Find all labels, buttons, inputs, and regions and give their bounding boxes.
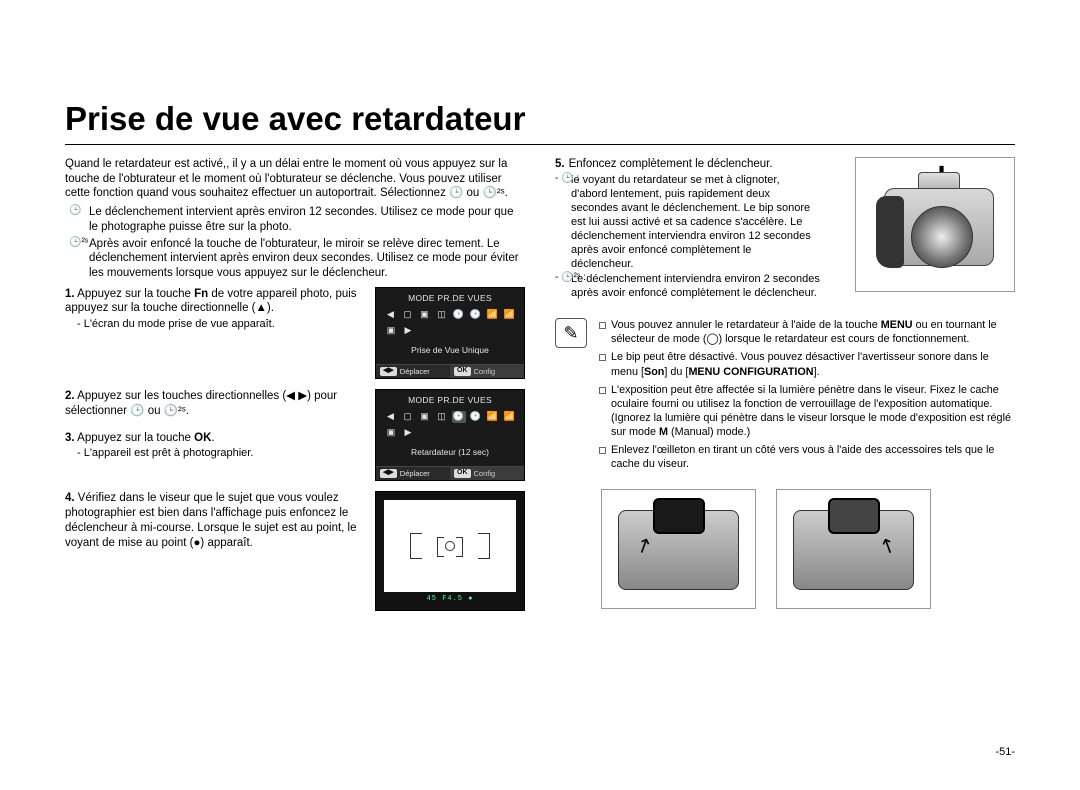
note-2-b1: Son — [644, 366, 664, 378]
timer-12s-sym: - 🕒 : — [555, 173, 579, 186]
af-right-bracket — [478, 533, 490, 559]
lcd2-mode: Retardateur (12 sec) — [376, 441, 524, 466]
note-2-c: ] du [ — [664, 366, 688, 378]
bottom-figures: ↗ ↖ — [555, 489, 1015, 609]
note-4: Enlevez l'œilleton en tirant un côté ver… — [597, 443, 1015, 471]
arrow-lr-icon: ◀▶ — [380, 367, 397, 376]
step-3-num: 3. — [65, 432, 75, 444]
lcd2-title: MODE PR.DE VUES — [376, 390, 524, 409]
lcd1-config: Config — [474, 367, 496, 377]
step-1-sub: - L'écran du mode prise de vue apparaît. — [65, 317, 365, 331]
step-5-text: Enfoncez complètement le déclencheur. — [569, 157, 773, 172]
step-2: 2. Appuyez sur les touches directionnell… — [65, 389, 365, 418]
lcd1-move: Déplacer — [400, 367, 430, 377]
timer-12s-text: Le déclenchement intervient après enviro… — [89, 206, 513, 233]
lcd2-config: Config — [474, 469, 496, 479]
step-5-sub-2s-text: Le déclenchement interviendra environ 2 … — [571, 273, 820, 299]
arrow-lr-icon-2: ◀▶ — [380, 469, 397, 478]
step-2-num: 2. — [65, 390, 75, 402]
manual-page: Prise de vue avec retardateur Quand le r… — [0, 0, 1080, 790]
timer-2s-text: Après avoir enfoncé la touche de l'obtur… — [89, 238, 519, 279]
note-2: Le bip peut être désactivé. Vous pouvez … — [597, 350, 1015, 378]
timer-12s-icon: 🕒 — [69, 205, 81, 218]
camera-lens — [911, 206, 973, 268]
step-5: 5. Enfoncez complètement le déclencheur. — [555, 157, 847, 172]
title-rule — [65, 144, 1015, 145]
steps-list: 1. Appuyez sur la touche Fn de votre app… — [65, 287, 525, 612]
note-3-c: (Manual) mode.) — [668, 426, 750, 438]
note-1-b1: MENU — [881, 319, 913, 331]
step-3: 3. Appuyez sur la touche OK. - L'apparei… — [65, 431, 365, 461]
eyecup-remove-figure: ↗ — [601, 489, 756, 609]
lcd2-icons2: ▣▶ — [376, 425, 524, 441]
lcd1-title: MODE PR.DE VUES — [376, 288, 524, 307]
step-1-num: 1. — [65, 288, 75, 300]
af-left-bracket — [410, 533, 422, 559]
step-5-sub-12s-text: le voyant du retardateur se met à cligno… — [571, 174, 811, 270]
viewfinder-info: 45 F4.5 ● — [384, 595, 516, 607]
eyecup-cover-figure: ↖ — [776, 489, 931, 609]
lcd-screen-2: MODE PR.DE VUES ◀▢▣◫🕒🕒📶📶 ▣▶ Retardateur … — [375, 389, 525, 481]
note-2-d: ]. — [814, 366, 820, 378]
af-circle-icon — [445, 541, 455, 551]
eyecup-2 — [828, 498, 880, 534]
step-4: 4. Vérifiez dans le viseur que le sujet … — [65, 491, 525, 611]
step-3-b: . — [211, 432, 214, 444]
step-2-3-text: 2. Appuyez sur les touches directionnell… — [65, 389, 375, 460]
step-1-bold: Fn — [194, 288, 208, 300]
lcd2-move: Déplacer — [400, 469, 430, 479]
step-1: 1. Appuyez sur la touche Fn de votre app… — [65, 287, 525, 379]
right-column: ⬇ 5. Enfoncez complètement le déclencheu… — [555, 157, 1015, 621]
step-3-sub: - L'appareil est prêt à photographier. — [65, 446, 365, 460]
intro-paragraph: Quand le retardateur est activé,, il y a… — [65, 157, 525, 201]
note-2-b2: MENU CONFIGURATION — [688, 366, 813, 378]
page-number: -51- — [995, 746, 1015, 758]
lcd1-icons2: ▣▶ — [376, 323, 524, 339]
note-list: Vous pouvez annuler le retardateur à l'a… — [597, 318, 1015, 474]
timer-mode-12s: 🕒 Le déclenchement intervient après envi… — [65, 205, 525, 234]
lcd2-ok: OK — [454, 469, 471, 478]
step-2-a: Appuyez sur les touches directionnelles … — [65, 390, 337, 417]
af-center — [437, 537, 463, 555]
viewfinder-figure: 45 F4.5 ● — [375, 491, 525, 611]
note-4-a: Enlevez l'œilleton en tirant un côté ver… — [611, 444, 994, 470]
eyecup-1 — [653, 498, 705, 534]
step-2-3: 2. Appuyez sur les touches directionnell… — [65, 389, 525, 481]
lcd1-icons: ◀▢▣◫🕒🕒📶📶 — [376, 307, 524, 323]
step-4-num: 4. — [65, 492, 75, 504]
step-5-sub-12s: - 🕒 : le voyant du retardateur se met à … — [555, 173, 815, 272]
note-3: L'exposition peut être affectée si la lu… — [597, 383, 1015, 439]
lcd1-mode: Prise de Vue Unique — [376, 339, 524, 364]
two-column-layout: Quand le retardateur est activé,, il y a… — [65, 157, 1015, 621]
lcd2-icons: ◀▢▣◫🕒🕒📶📶 — [376, 409, 524, 425]
lcd1-bar: ◀▶Déplacer OKConfig — [376, 364, 524, 379]
left-column: Quand le retardateur est activé,, il y a… — [65, 157, 525, 621]
af-brackets — [410, 530, 490, 562]
note-icon: ✎ — [555, 318, 587, 348]
lcd-screen-1: MODE PR.DE VUES ◀▢▣◫🕒🕒📶📶 ▣▶ Prise de Vue… — [375, 287, 525, 379]
step-4-text: 4. Vérifiez dans le viseur que le sujet … — [65, 491, 375, 550]
step-4-a: Vérifiez dans le viseur que le sujet que… — [65, 492, 357, 548]
camera-grip — [876, 196, 904, 268]
lcd2-bar: ◀▶Déplacer OKConfig — [376, 466, 524, 481]
lcd1-ok: OK — [454, 367, 471, 376]
note-box: ✎ Vous pouvez annuler le retardateur à l… — [555, 318, 1015, 474]
step-1-a: Appuyez sur la touche — [77, 288, 194, 300]
viewfinder-frame — [384, 500, 516, 592]
timer-mode-2s: 🕒²ˢ Après avoir enfoncé la touche de l'o… — [65, 237, 525, 281]
step-3-a: Appuyez sur la touche — [77, 432, 194, 444]
step-3-bold: OK — [194, 432, 211, 444]
note-1-a: Vous pouvez annuler le retardateur à l'a… — [611, 319, 881, 331]
step-1-text: 1. Appuyez sur la touche Fn de votre app… — [65, 287, 375, 332]
timer-2s-icon: 🕒²ˢ — [69, 237, 88, 250]
note-1: Vous pouvez annuler le retardateur à l'a… — [597, 318, 1015, 346]
page-title: Prise de vue avec retardateur — [65, 100, 1015, 138]
note-3-b1: M — [659, 426, 668, 438]
step-5-num: 5. — [555, 157, 565, 172]
timer-2s-sym: - 🕒²ˢ : — [555, 272, 586, 285]
step-5-sub-2s: - 🕒²ˢ : Le déclenchement interviendra en… — [555, 272, 1015, 300]
